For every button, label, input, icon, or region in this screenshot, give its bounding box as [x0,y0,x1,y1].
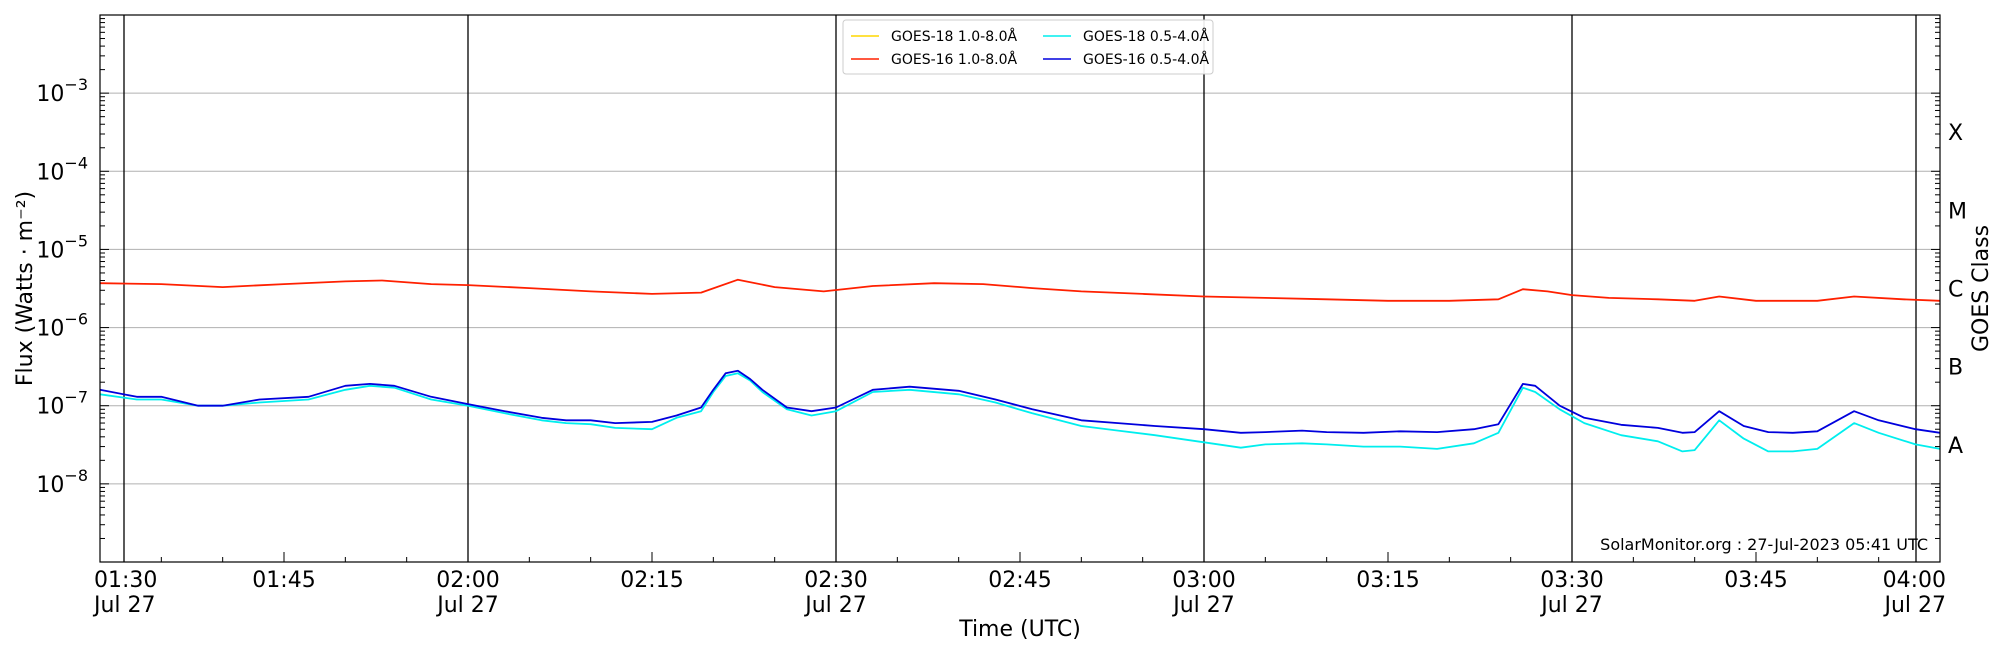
grid-layer [100,92,1940,485]
goes-class-label: A [1948,434,1963,459]
y-ticks-layer: 10−3 10−4 10−5 10−6 10−7 10−8 [36,18,1940,563]
x-tick-label: 03:30 [1540,568,1603,593]
y-tick-label: 10−5 [36,231,88,263]
legend-entry: GOES-16 0.5-4.0Å [1083,51,1209,68]
legend-entry: GOES-18 1.0-8.0Å [891,28,1017,45]
plot-frame [99,14,1941,563]
series-line-3 [99,369,1941,434]
y-tick-label: 10−7 [36,388,88,420]
x-tick-date-label: Jul 27 [435,593,499,618]
x-tick-date-label: Jul 27 [1882,593,1946,618]
credit-text: SolarMonitor.org : 27-Jul-2023 05:41 UTC [1600,535,1928,554]
series-line-1 [99,278,1941,302]
x-tick-label: 02:15 [620,568,683,593]
legend-entry: GOES-18 0.5-4.0Å [1083,28,1209,45]
goes-class-label: X [1948,121,1963,146]
x-tick-label: 01:45 [252,568,315,593]
legend-box [842,19,1214,75]
x-tick-label: 03:45 [1724,568,1787,593]
x-tick-label: 03:15 [1356,568,1419,593]
y-axis-right-title: GOES Class [1969,225,1994,352]
goes-class-label: B [1948,356,1963,381]
x-tick-label: 02:00 [436,568,499,593]
x-tick-label: 02:30 [804,568,867,593]
x-tick-date-label: Jul 27 [803,593,867,618]
x-tick-date-label: Jul 27 [1171,593,1235,618]
y-axis-title: Flux (Watts · m⁻²) [13,191,38,386]
series-line-2 [99,372,1941,453]
vertical-lines-layer [123,15,1917,562]
series-layer [99,278,1941,453]
y-tick-label: 10−4 [36,153,88,185]
x-tick-label: 04:00 [1883,568,1946,593]
legend-entry: GOES-16 1.0-8.0Å [891,51,1017,68]
x-tick-label: 02:45 [988,568,1051,593]
x-tick-label: 03:00 [1172,568,1235,593]
y-tick-label: 10−3 [36,75,88,107]
x-tick-label: 01:30 [94,568,157,593]
goes-class-layer: X M C B A [1948,121,1967,459]
y-tick-label: 10−8 [36,466,88,498]
goes-class-label: C [1948,278,1963,303]
x-tick-date-label: Jul 27 [1539,593,1603,618]
goes-class-label: M [1948,199,1967,224]
legend: GOES-18 1.0-8.0Å GOES-16 1.0-8.0Å GOES-18 … [842,19,1214,75]
y-tick-label: 10−6 [36,310,88,342]
x-tick-date-label: Jul 27 [92,593,156,618]
x-axis-title: Time (UTC) [958,617,1081,642]
